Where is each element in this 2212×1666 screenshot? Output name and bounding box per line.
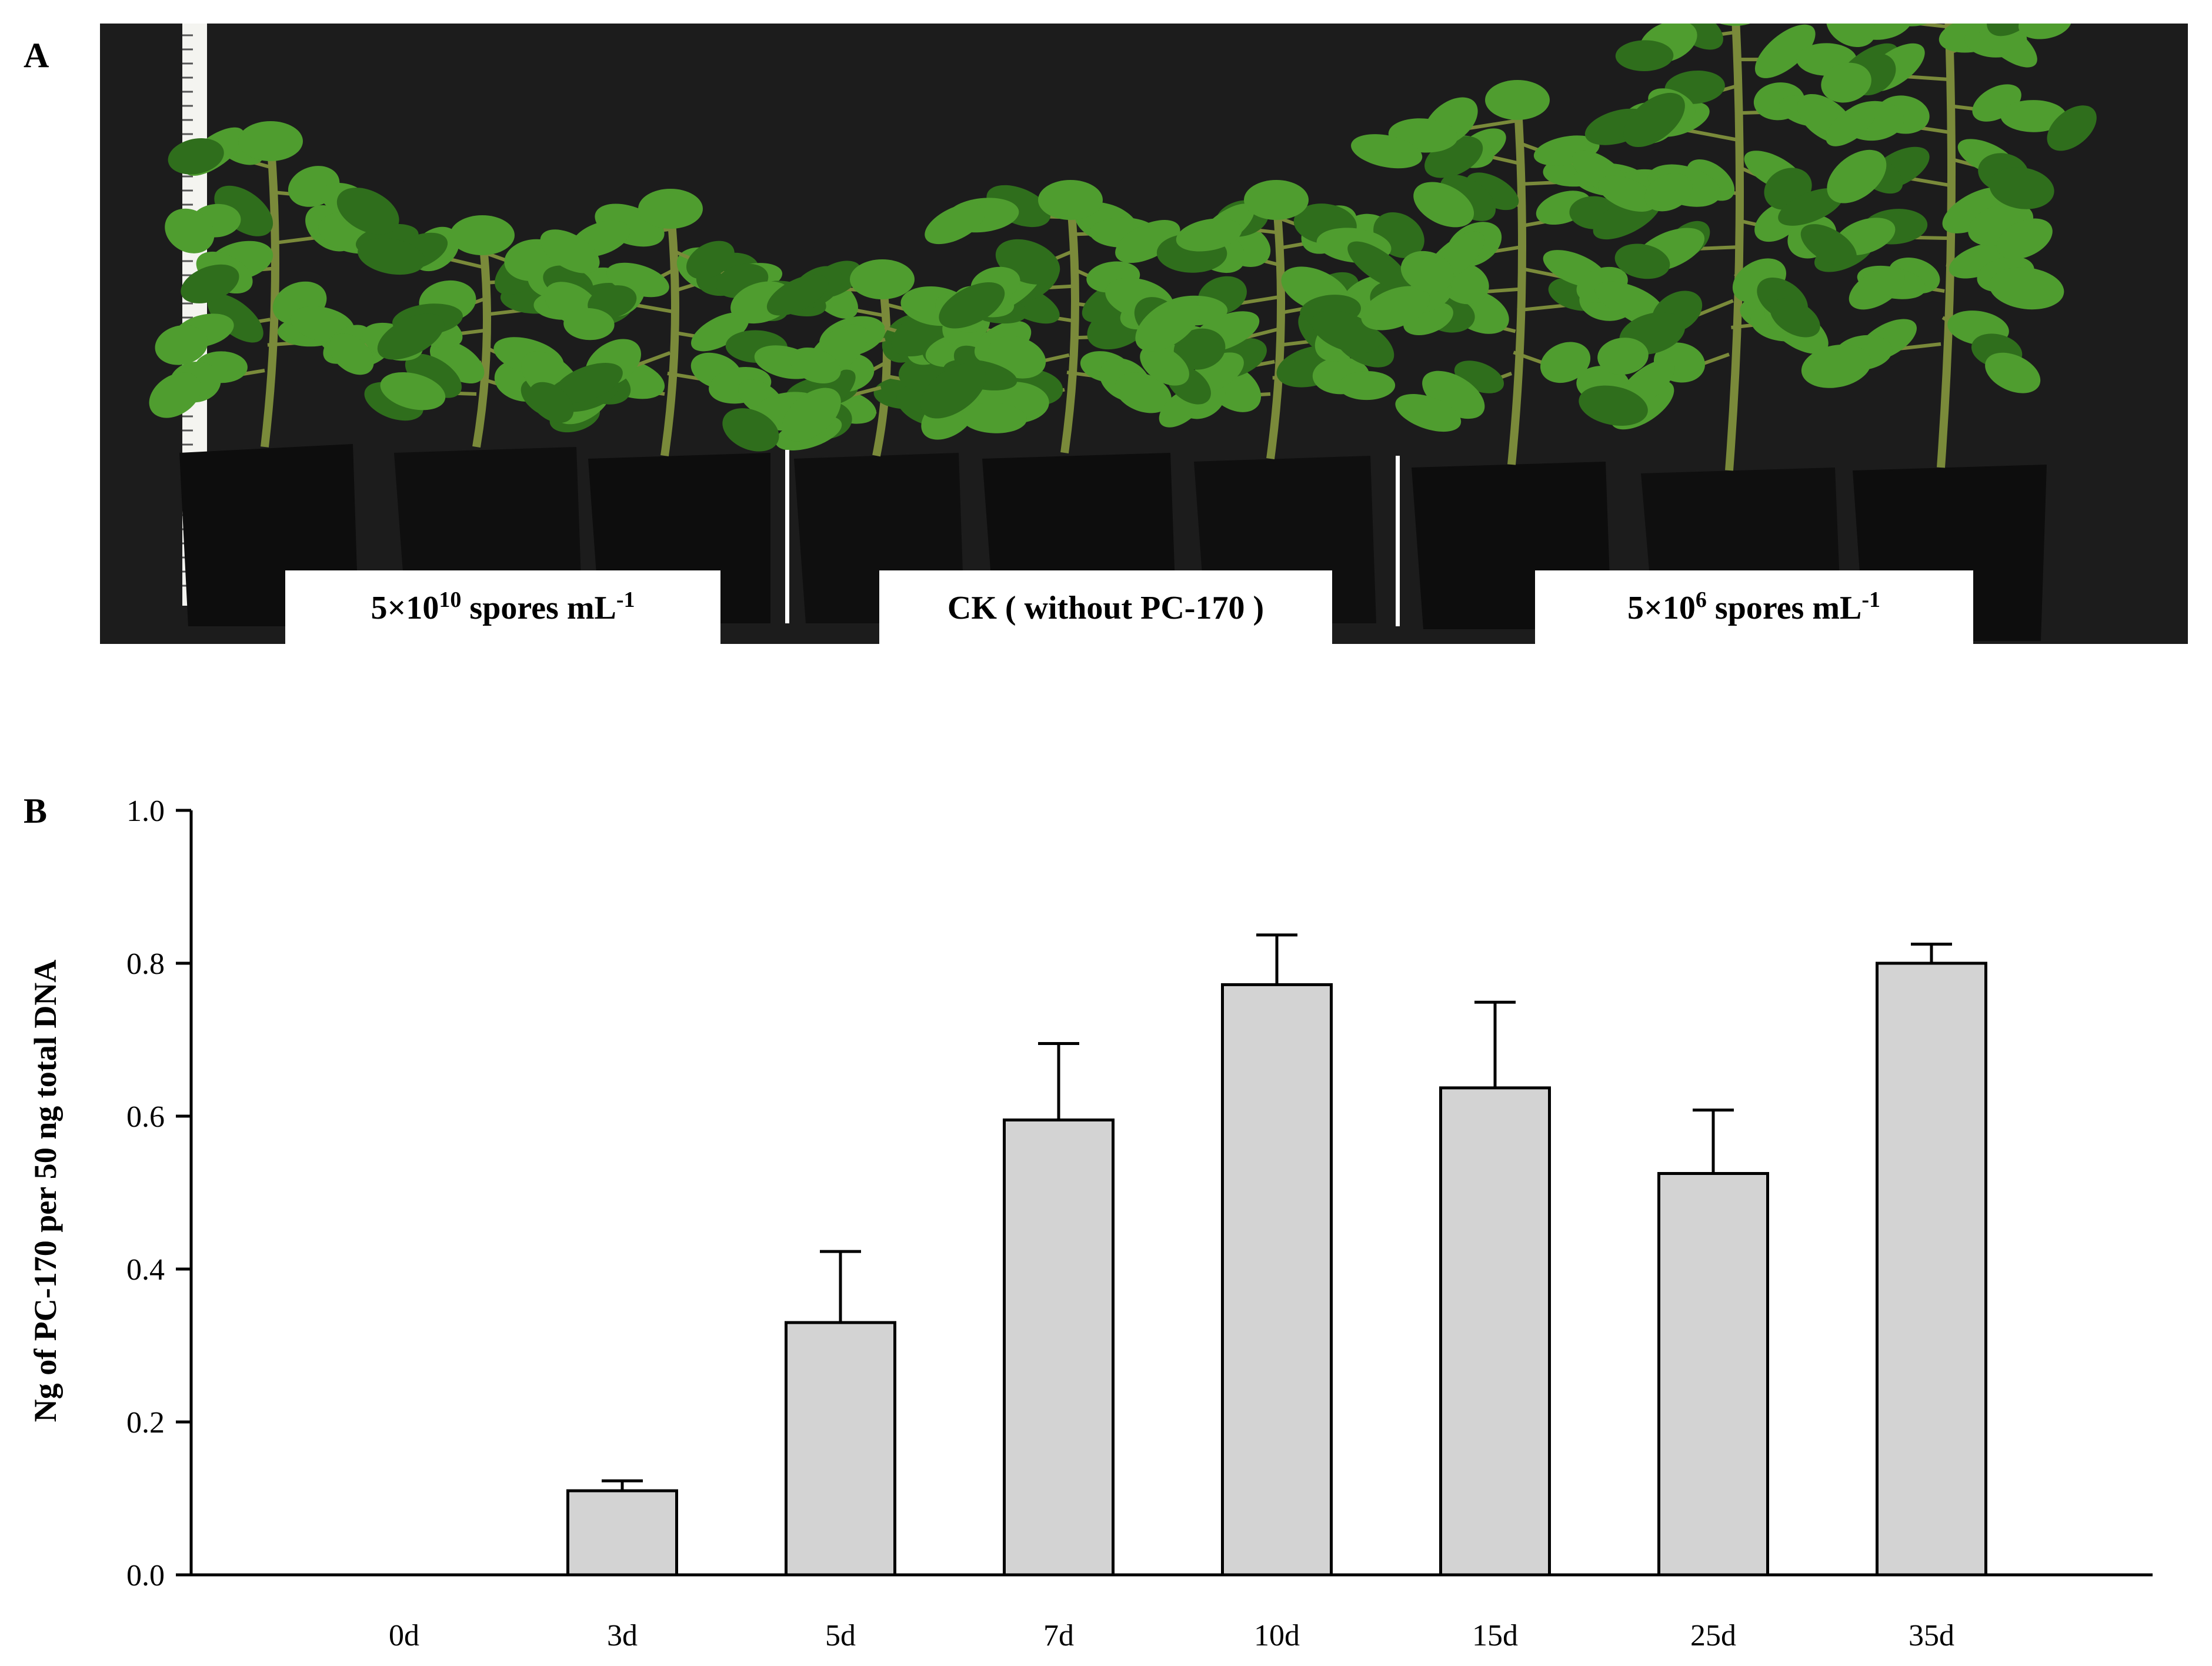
plant <box>1135 180 1436 459</box>
label-middle: CK ( without PC-170 ) <box>879 570 1332 644</box>
y-axis-title: Ng of PC-170 per 50 ng total DNA <box>28 960 63 1422</box>
label-left: 5×1010 spores mL-1 <box>285 570 720 644</box>
x-tick-label: 5d <box>825 1619 856 1652</box>
svg-text:CK ( without PC-170 ): CK ( without PC-170 ) <box>947 590 1264 626</box>
bar <box>1221 983 1333 1577</box>
plant <box>1351 80 1679 465</box>
y-tick-label: 0.6 <box>126 1100 165 1134</box>
x-tick-label: 35d <box>1909 1619 1954 1652</box>
svg-text:5×1010 spores mL-1: 5×1010 spores mL-1 <box>371 587 635 626</box>
bar-chart: 0.00.20.40.60.81.0 0d 3d 5d 7d 10d 15d 25d 35d … <box>28 794 2153 1652</box>
plant-photo: 5×1010 spores mL-1 CK ( without PC-170 )… <box>100 24 2188 644</box>
y-tick-label: 0.0 <box>126 1559 165 1592</box>
label-right: 5×106 spores mL-1 <box>1535 570 1973 644</box>
x-tick-label: 0d <box>389 1619 419 1652</box>
bar <box>1003 1119 1115 1577</box>
y-tick-label: 0.2 <box>126 1406 165 1440</box>
bar <box>1657 1172 1769 1577</box>
x-axis: 0d 3d 5d 7d 10d 15d 25d 35d <box>191 1573 2153 1652</box>
panel-b-letter: B <box>24 792 48 830</box>
x-tick-label: 10d <box>1254 1619 1300 1652</box>
x-tick-label: 3d <box>607 1619 638 1652</box>
bar <box>785 1321 896 1577</box>
y-tick-label: 0.8 <box>126 947 165 981</box>
plant <box>529 189 818 456</box>
x-tick-label: 25d <box>1690 1619 1736 1652</box>
bars <box>566 961 1987 1577</box>
plants <box>149 24 2097 471</box>
separator-line <box>785 450 789 623</box>
error-bars <box>602 933 1952 1491</box>
bar <box>566 1489 678 1577</box>
y-tick-label: 1.0 <box>126 794 165 828</box>
svg-text:5×106 spores mL-1: 5×106 spores mL-1 <box>1627 587 1880 626</box>
bar <box>1876 961 1987 1577</box>
y-axis: 0.0 0.2 0.4 0.6 0.8 1.0 <box>126 794 193 1592</box>
x-tick-label: 7d <box>1043 1619 1074 1652</box>
separator-line <box>1396 456 1400 626</box>
bar <box>1439 1086 1551 1577</box>
panel-a-letter: A <box>24 36 49 75</box>
plant <box>1800 24 2097 468</box>
y-tick-label: 0.4 <box>126 1253 165 1287</box>
x-tick-label: 15d <box>1472 1619 1518 1652</box>
plant <box>1579 24 1899 471</box>
